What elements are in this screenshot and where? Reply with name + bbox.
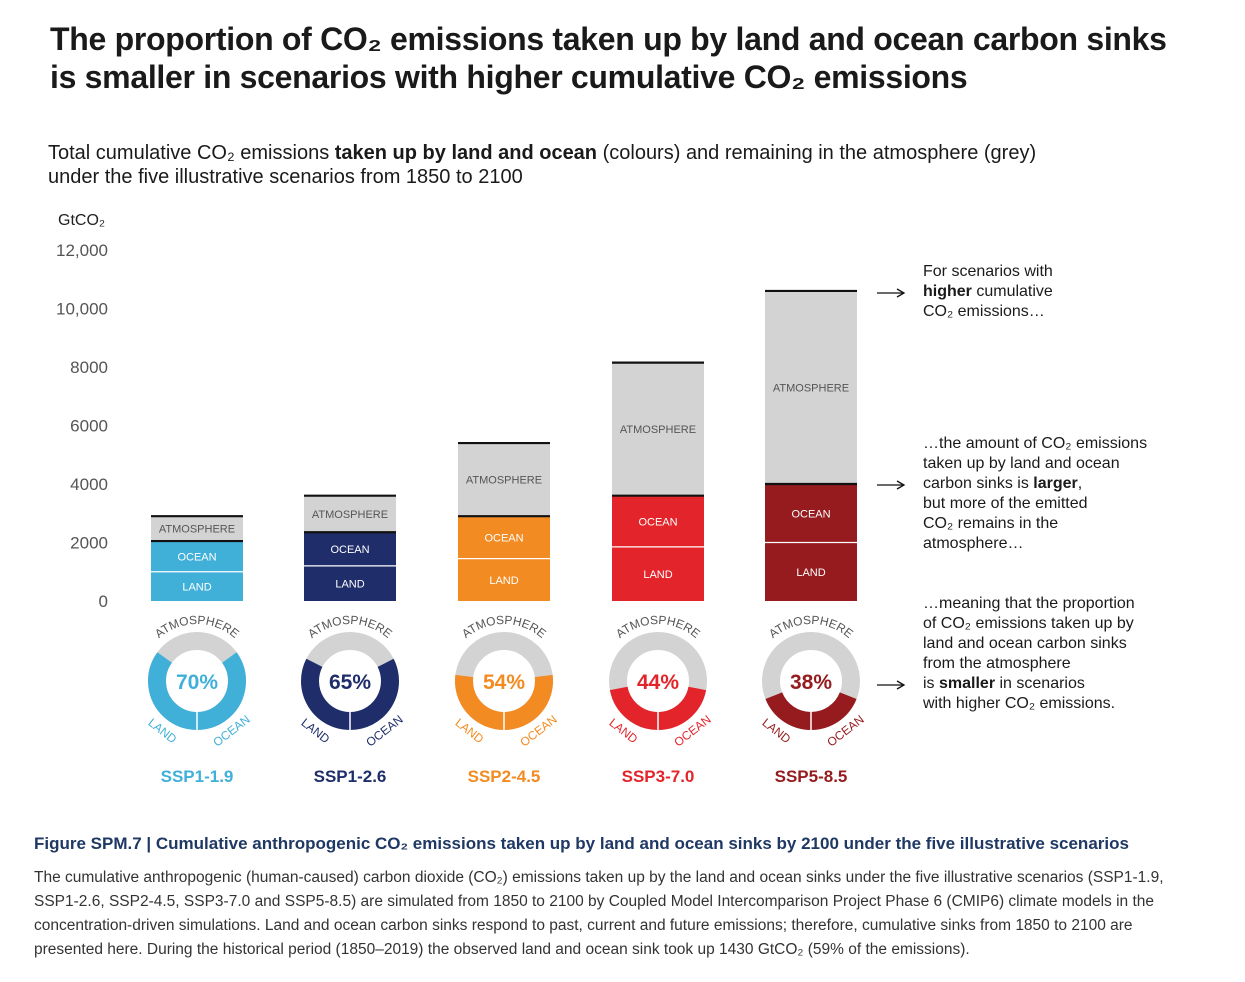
bar-atmosphere-SSP5-8.5 bbox=[765, 290, 857, 484]
y-tick-label: 4000 bbox=[70, 475, 108, 494]
bar-ocean-SSP2-4.5 bbox=[458, 516, 550, 559]
y-tick-label: 12,000 bbox=[56, 241, 108, 260]
title-line-2: is smaller in scenarios with higher cumu… bbox=[50, 59, 968, 95]
scenario-label: SSP5-8.5 bbox=[775, 767, 848, 786]
scenario-label: SSP2-4.5 bbox=[468, 767, 541, 786]
scenario-label: SSP1-1.9 bbox=[161, 767, 234, 786]
scenario-label: SSP1-2.6 bbox=[314, 767, 387, 786]
arrow-smaller-head bbox=[896, 680, 906, 690]
note-larger-line: taken up by land and ocean bbox=[923, 455, 1120, 472]
note-larger-line: carbon sinks is bbox=[923, 475, 1034, 492]
note-larger-line: atmosphere… bbox=[923, 535, 1024, 552]
scenario-label: SSP3-7.0 bbox=[622, 767, 695, 786]
segment-label-land: LAND bbox=[796, 567, 825, 579]
segment-label-ocean: OCEAN bbox=[330, 544, 369, 556]
note-higher: For scenarios with higher cumulative CO₂… bbox=[923, 262, 1203, 322]
sink-percent-label: 38% bbox=[790, 671, 832, 694]
note-larger: …the amount of CO₂ emissions taken up by… bbox=[923, 434, 1203, 554]
note-smaller-line: from the atmosphere bbox=[923, 655, 1071, 672]
bar-land-SSP2-4.5 bbox=[458, 558, 550, 601]
segment-label-atmosphere: ATMOSPHERE bbox=[773, 382, 849, 394]
y-tick-label: 6000 bbox=[70, 417, 108, 436]
bar-atmosphere-SSP2-4.5 bbox=[458, 443, 550, 517]
chart-area: GtCO₂ 0 2000 4000 6000 8000 10,000 12,000 LAND OC… bbox=[56, 212, 906, 786]
note-higher-line: For scenarios with bbox=[923, 263, 1053, 280]
note-larger-line: CO₂ remains in the bbox=[923, 515, 1059, 532]
note-smaller-bold: smaller bbox=[939, 675, 996, 692]
y-tick-label: 2000 bbox=[70, 534, 108, 553]
note-smaller-line: is bbox=[923, 675, 939, 692]
segment-label-ocean: OCEAN bbox=[638, 516, 677, 528]
segment-label-land: LAND bbox=[489, 575, 518, 587]
segment-label-ocean: OCEAN bbox=[177, 551, 216, 563]
title-line-1: The proportion of CO₂ emissions taken up… bbox=[50, 21, 1167, 57]
y-tick-label: 0 bbox=[99, 592, 108, 611]
figure-caption-title: Figure SPM.7 | Cumulative anthropogenic … bbox=[34, 834, 1129, 853]
chart-title: The proportion of CO₂ emissions taken up… bbox=[50, 20, 1210, 96]
segment-label-atmosphere: ATMOSPHERE bbox=[620, 424, 696, 436]
subtitle-part2: (colours) and remaining in the atmospher… bbox=[597, 142, 1037, 164]
y-axis-label: GtCO₂ bbox=[58, 212, 105, 229]
note-larger-line: …the amount of CO₂ emissions bbox=[923, 435, 1148, 452]
figure-caption-body: The cumulative anthropogenic (human-caus… bbox=[34, 869, 1164, 958]
bar-ocean-SSP3-7.0 bbox=[612, 495, 704, 547]
segment-label-land: LAND bbox=[335, 578, 364, 590]
bar-atmosphere-SSP1-1.9 bbox=[151, 516, 243, 542]
note-smaller-line: in scenarios bbox=[995, 675, 1085, 692]
arrow-larger-head bbox=[896, 480, 906, 490]
note-smaller-line: …meaning that the proportion bbox=[923, 595, 1135, 612]
segment-label-land: LAND bbox=[643, 569, 672, 581]
note-smaller: …meaning that the proportion of CO₂ emis… bbox=[923, 594, 1203, 714]
note-larger-line: , bbox=[1077, 475, 1083, 492]
sink-percent-label: 70% bbox=[176, 671, 218, 694]
chart-subtitle: Total cumulative CO₂ emissions taken up … bbox=[48, 141, 1168, 189]
note-higher-line: CO₂ emissions… bbox=[923, 303, 1045, 320]
sink-percent-label: 65% bbox=[329, 671, 371, 694]
note-larger-bold: larger bbox=[1033, 475, 1078, 492]
bar-ocean-SSP1-1.9 bbox=[151, 541, 243, 572]
bar-land-SSP5-8.5 bbox=[765, 542, 857, 601]
note-higher-bold: higher bbox=[923, 283, 972, 300]
note-smaller-line: of CO₂ emissions taken up by bbox=[923, 615, 1134, 632]
bar-atmosphere-SSP1-2.6 bbox=[304, 495, 396, 533]
bar-atmosphere-SSP3-7.0 bbox=[612, 362, 704, 496]
segment-label-atmosphere: ATMOSPHERE bbox=[466, 475, 542, 487]
y-tick-label: 8000 bbox=[70, 358, 108, 377]
note-larger-line: but more of the emitted bbox=[923, 495, 1088, 512]
bar-ocean-SSP1-2.6 bbox=[304, 532, 396, 566]
note-higher-line: cumulative bbox=[971, 283, 1053, 300]
sink-percent-label: 54% bbox=[483, 671, 525, 694]
subtitle-line2: under the five illustrative scenarios fr… bbox=[48, 166, 523, 188]
segment-label-land: LAND bbox=[182, 581, 211, 593]
subtitle-part1: Total cumulative CO₂ emissions bbox=[48, 142, 335, 164]
bar-land-SSP3-7.0 bbox=[612, 546, 704, 601]
bar-land-SSP1-1.9 bbox=[151, 571, 243, 601]
bar-ocean-SSP5-8.5 bbox=[765, 484, 857, 543]
segment-label-ocean: OCEAN bbox=[484, 532, 523, 544]
sink-percent-label: 44% bbox=[637, 671, 679, 694]
segment-label-atmosphere: ATMOSPHERE bbox=[159, 524, 235, 536]
note-smaller-line: with higher CO₂ emissions. bbox=[923, 695, 1116, 712]
segment-label-atmosphere: ATMOSPHERE bbox=[312, 509, 388, 521]
subtitle-bold: taken up by land and ocean bbox=[334, 142, 598, 164]
bar-land-SSP1-2.6 bbox=[304, 565, 396, 601]
arrow-higher-head bbox=[896, 288, 906, 298]
note-smaller-line: land and ocean carbon sinks bbox=[923, 635, 1127, 652]
y-tick-label: 10,000 bbox=[56, 300, 108, 319]
segment-label-ocean: OCEAN bbox=[791, 508, 830, 520]
